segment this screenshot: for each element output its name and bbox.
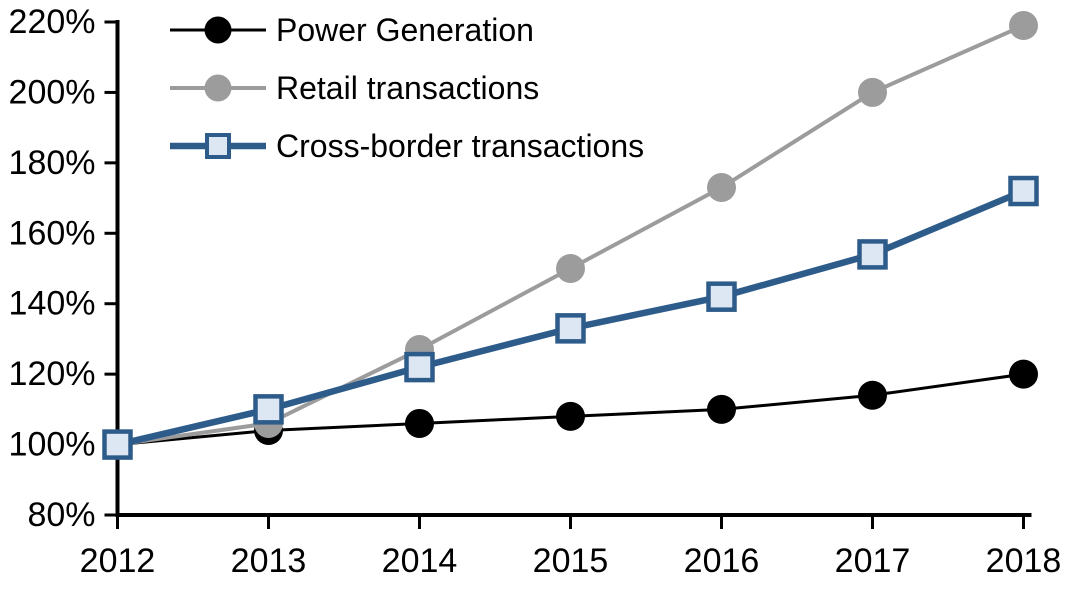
data-point-retail-transactions-2015 bbox=[556, 254, 585, 283]
y-axis-tick-label: 200% bbox=[9, 73, 96, 111]
data-point-power-generation-2018 bbox=[1009, 359, 1038, 389]
legend-item-retail-transactions: Retail transactions bbox=[170, 70, 539, 106]
data-point-retail-transactions-2018 bbox=[1009, 11, 1038, 41]
x-axis-tick-label: 2016 bbox=[684, 542, 760, 580]
data-point-retail-transactions-2016 bbox=[707, 173, 736, 203]
y-axis-tick-label: 180% bbox=[9, 144, 96, 182]
legend-circle-marker-icon bbox=[204, 74, 232, 102]
data-point-power-generation-2017 bbox=[858, 380, 887, 410]
legend-label-power-generation: Power Generation bbox=[276, 12, 534, 48]
y-axis-tick-label: 140% bbox=[9, 285, 96, 323]
y-axis-tick-label: 80% bbox=[27, 496, 95, 534]
y-axis-tick-label: 160% bbox=[9, 214, 96, 252]
data-point-power-generation-2014 bbox=[405, 408, 434, 438]
legend-item-power-generation: Power Generation bbox=[170, 12, 534, 48]
data-point-cross-border-transactions-2015 bbox=[555, 313, 586, 344]
data-point-cross-border-transactions-2012 bbox=[102, 429, 133, 460]
data-point-power-generation-2016 bbox=[707, 394, 736, 424]
y-axis-tick-label: 220% bbox=[9, 3, 96, 41]
y-axis-tick-label: 120% bbox=[9, 355, 96, 393]
data-point-power-generation-2015 bbox=[556, 401, 585, 431]
x-axis-tick-label: 2017 bbox=[835, 542, 911, 580]
data-point-cross-border-transactions-2013 bbox=[253, 394, 284, 425]
legend-label-retail-transactions: Retail transactions bbox=[276, 70, 539, 106]
data-point-cross-border-transactions-2016 bbox=[706, 281, 737, 312]
x-axis-tick-label: 2013 bbox=[231, 542, 307, 580]
legend-square-marker-icon bbox=[205, 133, 231, 159]
x-axis-tick-label: 2018 bbox=[986, 542, 1062, 580]
data-point-retail-transactions-2017 bbox=[858, 77, 887, 107]
data-point-cross-border-transactions-2018 bbox=[1008, 175, 1039, 207]
data-point-cross-border-transactions-2017 bbox=[857, 239, 888, 270]
y-axis-tick-label: 100% bbox=[9, 426, 96, 464]
legend-label-cross-border-transactions: Cross-border transactions bbox=[276, 128, 644, 164]
legend-item-cross-border-transactions: Cross-border transactions bbox=[170, 128, 644, 164]
data-point-cross-border-transactions-2014 bbox=[404, 351, 435, 383]
legend-circle-marker-icon bbox=[204, 16, 232, 44]
x-axis-tick-label: 2012 bbox=[80, 542, 156, 580]
x-axis-tick-label: 2015 bbox=[533, 542, 609, 580]
x-axis-tick-label: 2014 bbox=[382, 542, 458, 580]
